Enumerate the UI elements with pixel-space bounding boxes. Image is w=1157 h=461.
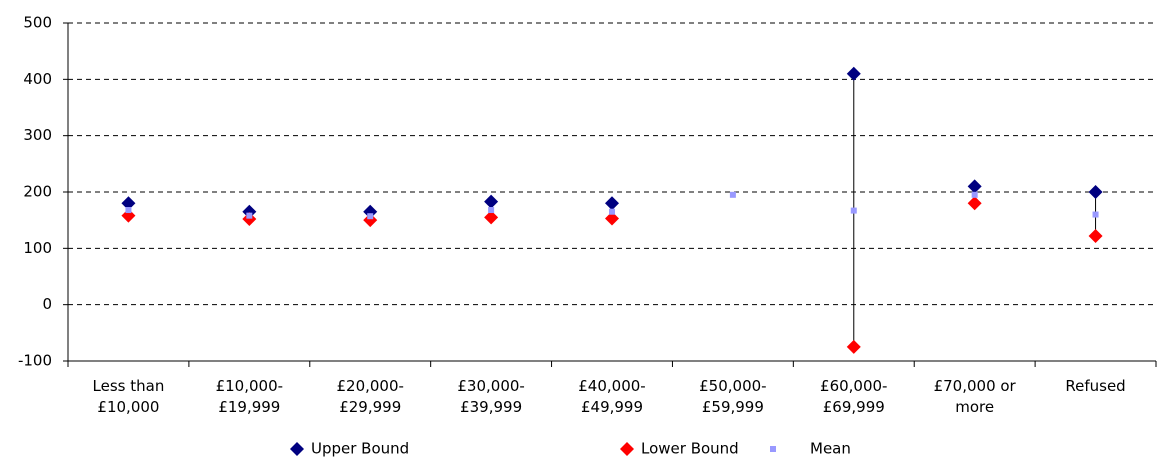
point [846, 66, 861, 81]
point [1088, 228, 1103, 243]
x-tick-label: £20,000-£29,999 [336, 377, 404, 416]
legend-marker [290, 442, 304, 456]
y-tick-label: 400 [23, 70, 52, 88]
legend-label: Mean [810, 440, 851, 458]
point [850, 207, 857, 214]
point [967, 196, 982, 211]
point [605, 211, 619, 226]
point [484, 210, 499, 225]
point [971, 191, 978, 198]
y-tick-label: 500 [23, 14, 52, 32]
point [967, 179, 982, 194]
legend-marker [620, 442, 634, 456]
point [1092, 211, 1099, 218]
x-tick-label: £70,000 or more [933, 377, 1016, 416]
x-tick-label: £50,000-£59,999 [699, 377, 767, 416]
point [242, 212, 257, 227]
point [609, 208, 615, 215]
point [1088, 185, 1103, 199]
point [729, 191, 736, 198]
y-tick-label: 100 [23, 239, 52, 257]
point [363, 204, 378, 219]
point [605, 196, 619, 211]
point [121, 208, 136, 223]
y-tick-label: 300 [23, 126, 52, 144]
point [367, 213, 374, 220]
point [363, 213, 378, 228]
point [125, 207, 132, 214]
x-tick-label: £40,000-£49,999 [578, 377, 646, 416]
point [846, 339, 861, 354]
x-tick-label: Refused [1065, 377, 1126, 395]
point [242, 204, 257, 219]
x-tick-label: Less than £10,000 [92, 377, 165, 416]
x-tick-label: £10,000-£19,999 [215, 377, 284, 416]
point [484, 194, 499, 209]
legend-marker [770, 446, 776, 452]
y-tick-label: 0 [42, 295, 52, 313]
legend-label: Upper Bound [311, 440, 409, 458]
point [121, 196, 136, 211]
x-tick-label: £60,000-£69,999 [820, 377, 888, 416]
point [488, 207, 495, 214]
point [246, 212, 253, 219]
y-tick-label: -100 [18, 352, 52, 370]
legend-label: Lower Bound [641, 440, 739, 458]
y-tick-label: 200 [23, 183, 52, 201]
x-tick-label: £30,000-£39,999 [457, 377, 525, 416]
